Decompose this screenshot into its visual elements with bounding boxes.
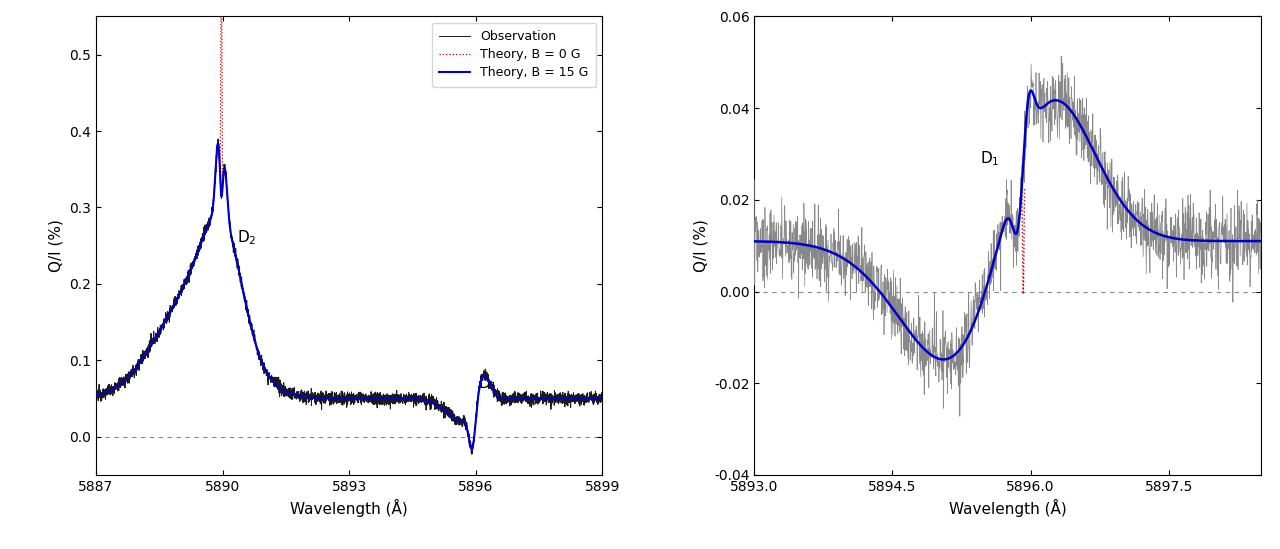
Theory, B = 0 G bbox=[595, 395, 611, 402]
Theory, B = 0 G bbox=[547, 395, 562, 402]
Theory, B = 15 G bbox=[403, 395, 419, 402]
Observation bbox=[465, 451, 480, 457]
Theory, B = 15 G bbox=[595, 395, 611, 402]
Theory, B = 0 G bbox=[394, 395, 410, 402]
Observation bbox=[230, 260, 246, 266]
Theory, B = 15 G bbox=[210, 140, 225, 147]
Theory, B = 15 G bbox=[547, 395, 562, 402]
Observation bbox=[595, 391, 611, 397]
Y-axis label: Q/I (%): Q/I (%) bbox=[49, 219, 64, 272]
Theory, B = 0 G bbox=[465, 445, 480, 452]
Observation bbox=[547, 396, 562, 402]
Observation bbox=[88, 393, 104, 399]
Line: Theory, B = 15 G: Theory, B = 15 G bbox=[96, 143, 603, 449]
Y-axis label: Q/I (%): Q/I (%) bbox=[694, 219, 708, 272]
Theory, B = 0 G bbox=[595, 395, 611, 402]
Theory, B = 0 G bbox=[197, 231, 212, 237]
Observation bbox=[403, 396, 419, 402]
Text: D$_2$: D$_2$ bbox=[237, 228, 257, 247]
Observation bbox=[394, 397, 410, 404]
Theory, B = 15 G bbox=[88, 392, 104, 399]
Theory, B = 15 G bbox=[465, 445, 480, 452]
Theory, B = 0 G bbox=[88, 392, 104, 399]
Theory, B = 15 G bbox=[197, 231, 212, 237]
Line: Theory, B = 0 G: Theory, B = 0 G bbox=[96, 0, 603, 449]
Theory, B = 15 G bbox=[595, 395, 611, 402]
Theory, B = 15 G bbox=[394, 395, 410, 402]
Legend: Observation, Theory, B = 0 G, Theory, B = 15 G: Observation, Theory, B = 0 G, Theory, B … bbox=[431, 23, 596, 87]
Text: D$_1$: D$_1$ bbox=[980, 149, 1000, 168]
Theory, B = 0 G bbox=[403, 395, 419, 402]
X-axis label: Wavelength (Å): Wavelength (Å) bbox=[948, 499, 1066, 517]
Observation bbox=[595, 395, 611, 401]
Line: Observation: Observation bbox=[96, 139, 603, 454]
Theory, B = 15 G bbox=[230, 261, 246, 267]
Observation bbox=[210, 136, 225, 142]
Observation bbox=[197, 233, 212, 239]
Text: D$_1$: D$_1$ bbox=[477, 374, 498, 393]
Theory, B = 0 G bbox=[230, 261, 246, 267]
X-axis label: Wavelength (Å): Wavelength (Å) bbox=[291, 499, 408, 517]
